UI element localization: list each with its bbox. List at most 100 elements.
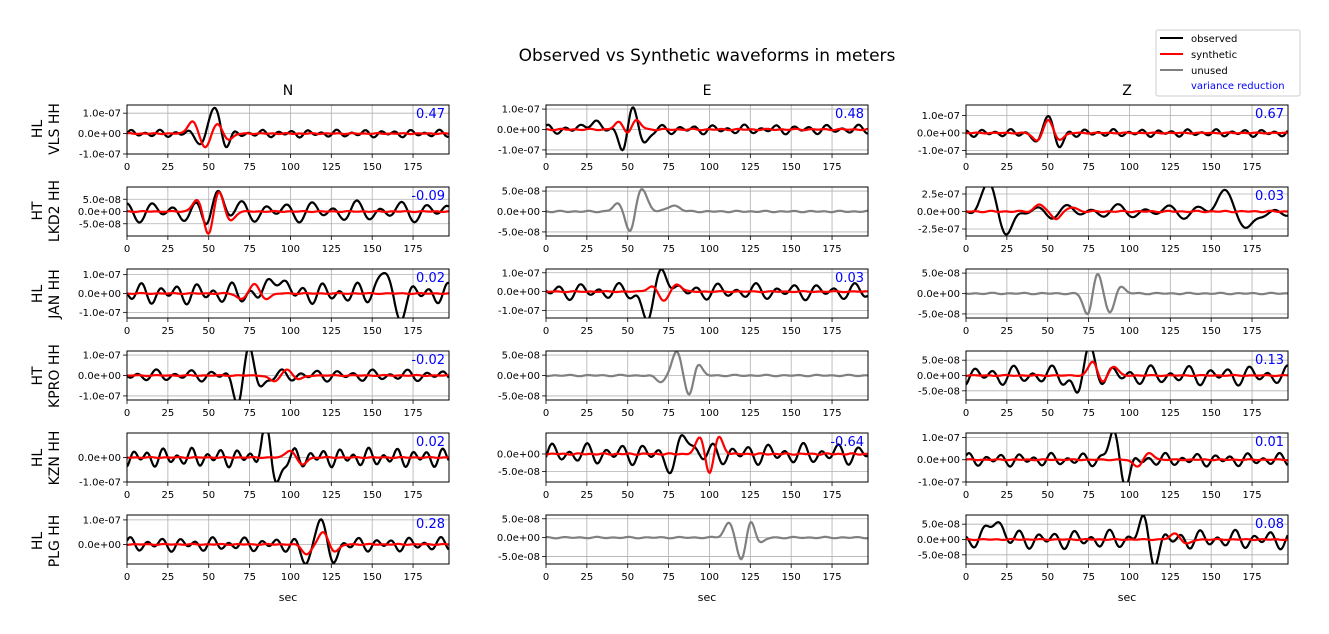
x-tick-label: 50 [1041,162,1054,173]
x-tick-label: 50 [621,244,634,255]
x-tick-label: 125 [1161,326,1180,337]
waveform-panel: 0 25 50 75 100 125 150 175 1.0e-07 0.0e+00 -1.0e-0… [917,104,1289,173]
y-tick-label: -1.0e-07 [498,306,540,317]
synthetic-trace [127,120,449,149]
x-tick-label: 50 [1041,326,1054,337]
x-tick-label: 75 [1082,572,1095,583]
x-tick-label: 150 [1202,326,1221,337]
variance-reduction-value: 0.02 [416,271,445,286]
x-tick-label: 100 [700,572,719,583]
waveform-panel: 0 25 50 75 100 125 150 175 1.0e-07 0.0e+00 -1.0e-0… [78,104,450,173]
x-tick-label: 75 [243,162,256,173]
x-tick-label: 0 [963,490,969,501]
x-tick-label: 175 [1242,162,1261,173]
variance-reduction-value: 0.03 [835,271,864,286]
x-tick-label: 150 [782,572,801,583]
observed-trace [966,433,1288,482]
x-tick-label: 175 [1242,244,1261,255]
x-tick-label: 50 [621,490,634,501]
x-tick-label: 25 [1000,408,1013,419]
x-tick-label: 175 [403,572,422,583]
x-tick-label: 25 [1000,572,1013,583]
waveform-panel: 0 25 50 75 100 125 150 175 1.0e-07 0.0e+00 -1.0e-0… [78,350,450,419]
x-tick-label: 50 [621,326,634,337]
column-title-e: E [703,83,712,99]
panel-frame [545,514,869,565]
x-tick-label: 125 [322,162,341,173]
variance-reduction-value: -0.02 [411,353,445,368]
synthetic-trace [966,532,1288,545]
observed-trace [127,106,449,149]
unused-trace [546,188,868,232]
variance-reduction-value: 0.48 [835,107,864,122]
variance-reduction-value: 0.47 [416,107,445,122]
x-tick-label: 25 [580,572,593,583]
x-tick-label: 25 [161,408,174,419]
x-tick-label: 75 [1082,490,1095,501]
y-tick-label: 0.0e+00 [497,287,540,298]
x-tick-label: 100 [1120,572,1139,583]
observed-trace [966,351,1288,394]
panel-frame [965,268,1289,319]
x-tick-label: 100 [700,408,719,419]
x-tick-label: 150 [1202,490,1221,501]
y-tick-label: 0.0e+00 [497,371,540,382]
x-tick-label: 50 [202,490,215,501]
synthetic-trace [127,282,449,301]
x-tick-label: 125 [741,408,760,419]
y-tick-label: 0.0e+00 [917,535,960,546]
x-tick-label: 100 [1120,326,1139,337]
panel-frame [126,514,450,565]
y-tick-label: -1.0e-07 [79,391,121,402]
x-tick-label: 150 [1202,572,1221,583]
panel-frame [965,104,1289,155]
x-axis-label-e: sec [698,591,717,604]
unused-trace [966,272,1288,316]
x-tick-label: 100 [700,244,719,255]
x-tick-label: 0 [543,326,549,337]
x-tick-label: 50 [1041,408,1054,419]
y-tick-label: 5.0e-08 [502,351,540,362]
column-title-z: Z [1122,83,1132,99]
station-name-label: KPRO HH [47,344,63,408]
x-tick-label: 125 [1161,408,1180,419]
x-tick-label: 175 [1242,408,1261,419]
waveform-panel: 0 25 50 75 100 125 150 175 0.0e+00 -5.0e-08 -0.64 [497,432,869,501]
x-tick-label: 50 [621,408,634,419]
waveform-panel: 0 25 50 75 100 125 150 175 5.0e-08 0.0e+00 -5.0e-0… [497,514,869,583]
y-tick-label: -2.5e-07 [918,225,960,236]
x-tick-label: 75 [1082,408,1095,419]
y-tick-label: 0.0e+00 [78,371,121,382]
x-tick-label: 50 [621,572,634,583]
synthetic-trace [966,203,1288,221]
y-tick-label: 0.0e+00 [497,125,540,136]
panel-grid: 0 25 50 75 100 125 150 175 1.0e-07 0.0e+00 -1.0e-0… [78,104,1289,583]
synthetic-trace [966,360,1288,383]
panel-frame [545,350,869,401]
x-tick-label: 175 [822,572,841,583]
x-tick-label: 150 [782,408,801,419]
waveform-panel: 0 25 50 75 100 125 150 175 5.0e-08 0.0e+00 -5.0e-0… [917,268,1289,337]
panel-frame [545,268,869,319]
x-tick-label: 50 [202,408,215,419]
x-tick-label: 150 [782,326,801,337]
x-tick-label: 175 [403,490,422,501]
waveform-panel: 0 25 50 75 100 125 150 175 5.0e-08 0.0e+00 -5.0e-0… [497,350,869,419]
x-tick-label: 125 [1161,244,1180,255]
y-tick-label: 0.0e+00 [78,207,121,218]
x-tick-label: 100 [281,490,300,501]
observed-trace [546,106,868,152]
station-name-label: LKD2 HH [47,180,63,242]
y-tick-label: -1.0e-07 [918,478,960,489]
x-tick-label: 0 [124,408,130,419]
x-tick-label: 0 [124,490,130,501]
y-tick-label: 0.0e+00 [917,371,960,382]
x-tick-label: 75 [243,326,256,337]
x-tick-label: 175 [822,162,841,173]
variance-reduction-value: 0.28 [416,517,445,532]
waveform-panel: 0 25 50 75 100 125 150 175 0.0e+00 -1.0e-07 0.02 [78,432,450,501]
x-tick-label: 100 [700,490,719,501]
x-tick-label: 0 [124,326,130,337]
x-tick-label: 150 [782,162,801,173]
